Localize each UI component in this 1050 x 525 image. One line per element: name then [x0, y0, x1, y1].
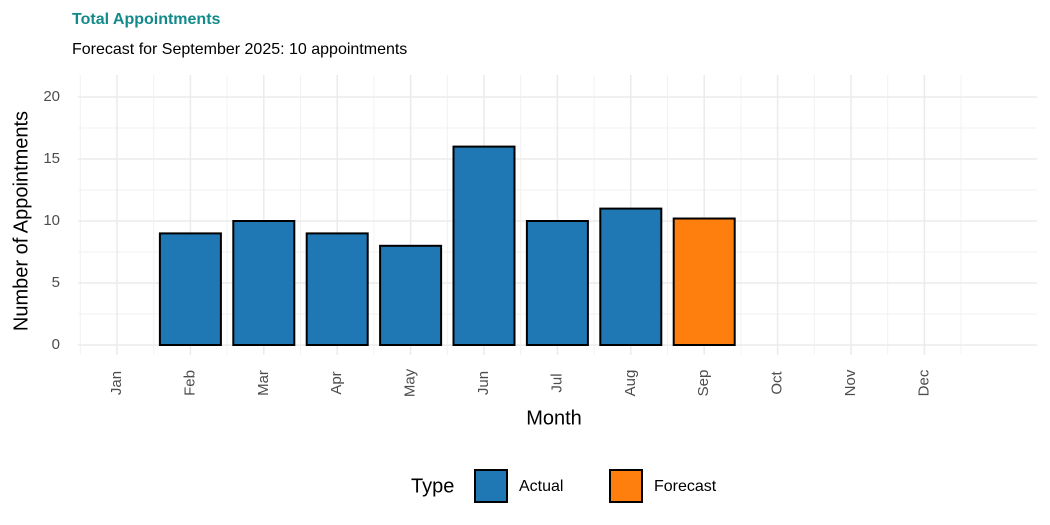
bar: [305, 232, 369, 346]
legend-label: Actual: [519, 478, 563, 495]
bar: [158, 232, 222, 346]
x-tick-label: Jul: [548, 373, 565, 392]
x-tick-label: Mar: [255, 370, 272, 396]
x-tick-label: Sep: [695, 370, 712, 397]
bar: [525, 220, 589, 346]
x-tick-label: Jun: [475, 371, 492, 395]
y-tick-label: 5: [52, 274, 60, 291]
bar: [379, 244, 443, 346]
bar: [452, 145, 516, 346]
y-tick-label: 10: [43, 212, 60, 229]
y-tick-label: 0: [52, 336, 60, 353]
x-tick-label: May: [402, 368, 419, 397]
y-axis-title: Number of Appointments: [10, 111, 32, 331]
x-tick-label: Dec: [915, 369, 932, 396]
x-tick-label: Aug: [622, 370, 639, 397]
bar: [599, 207, 663, 346]
legend-key: [609, 469, 643, 503]
y-tick-label: 20: [43, 88, 60, 105]
legend-key: [474, 469, 508, 503]
bar: [232, 220, 296, 346]
x-axis-title: Month: [526, 407, 582, 429]
bar: [672, 217, 736, 347]
legend-label: Forecast: [654, 478, 717, 495]
x-tick-label: Feb: [181, 370, 198, 396]
y-tick-label: 15: [43, 150, 60, 167]
chart-title: Total Appointments: [72, 11, 221, 28]
x-tick-label: Nov: [842, 369, 859, 396]
legend-title: Type: [411, 475, 454, 497]
chart-subtitle: Forecast for September 2025: 10 appointm…: [72, 41, 407, 58]
x-tick-label: Apr: [328, 371, 345, 394]
x-tick-label: Jan: [108, 371, 125, 395]
x-tick-label: Oct: [769, 371, 786, 395]
